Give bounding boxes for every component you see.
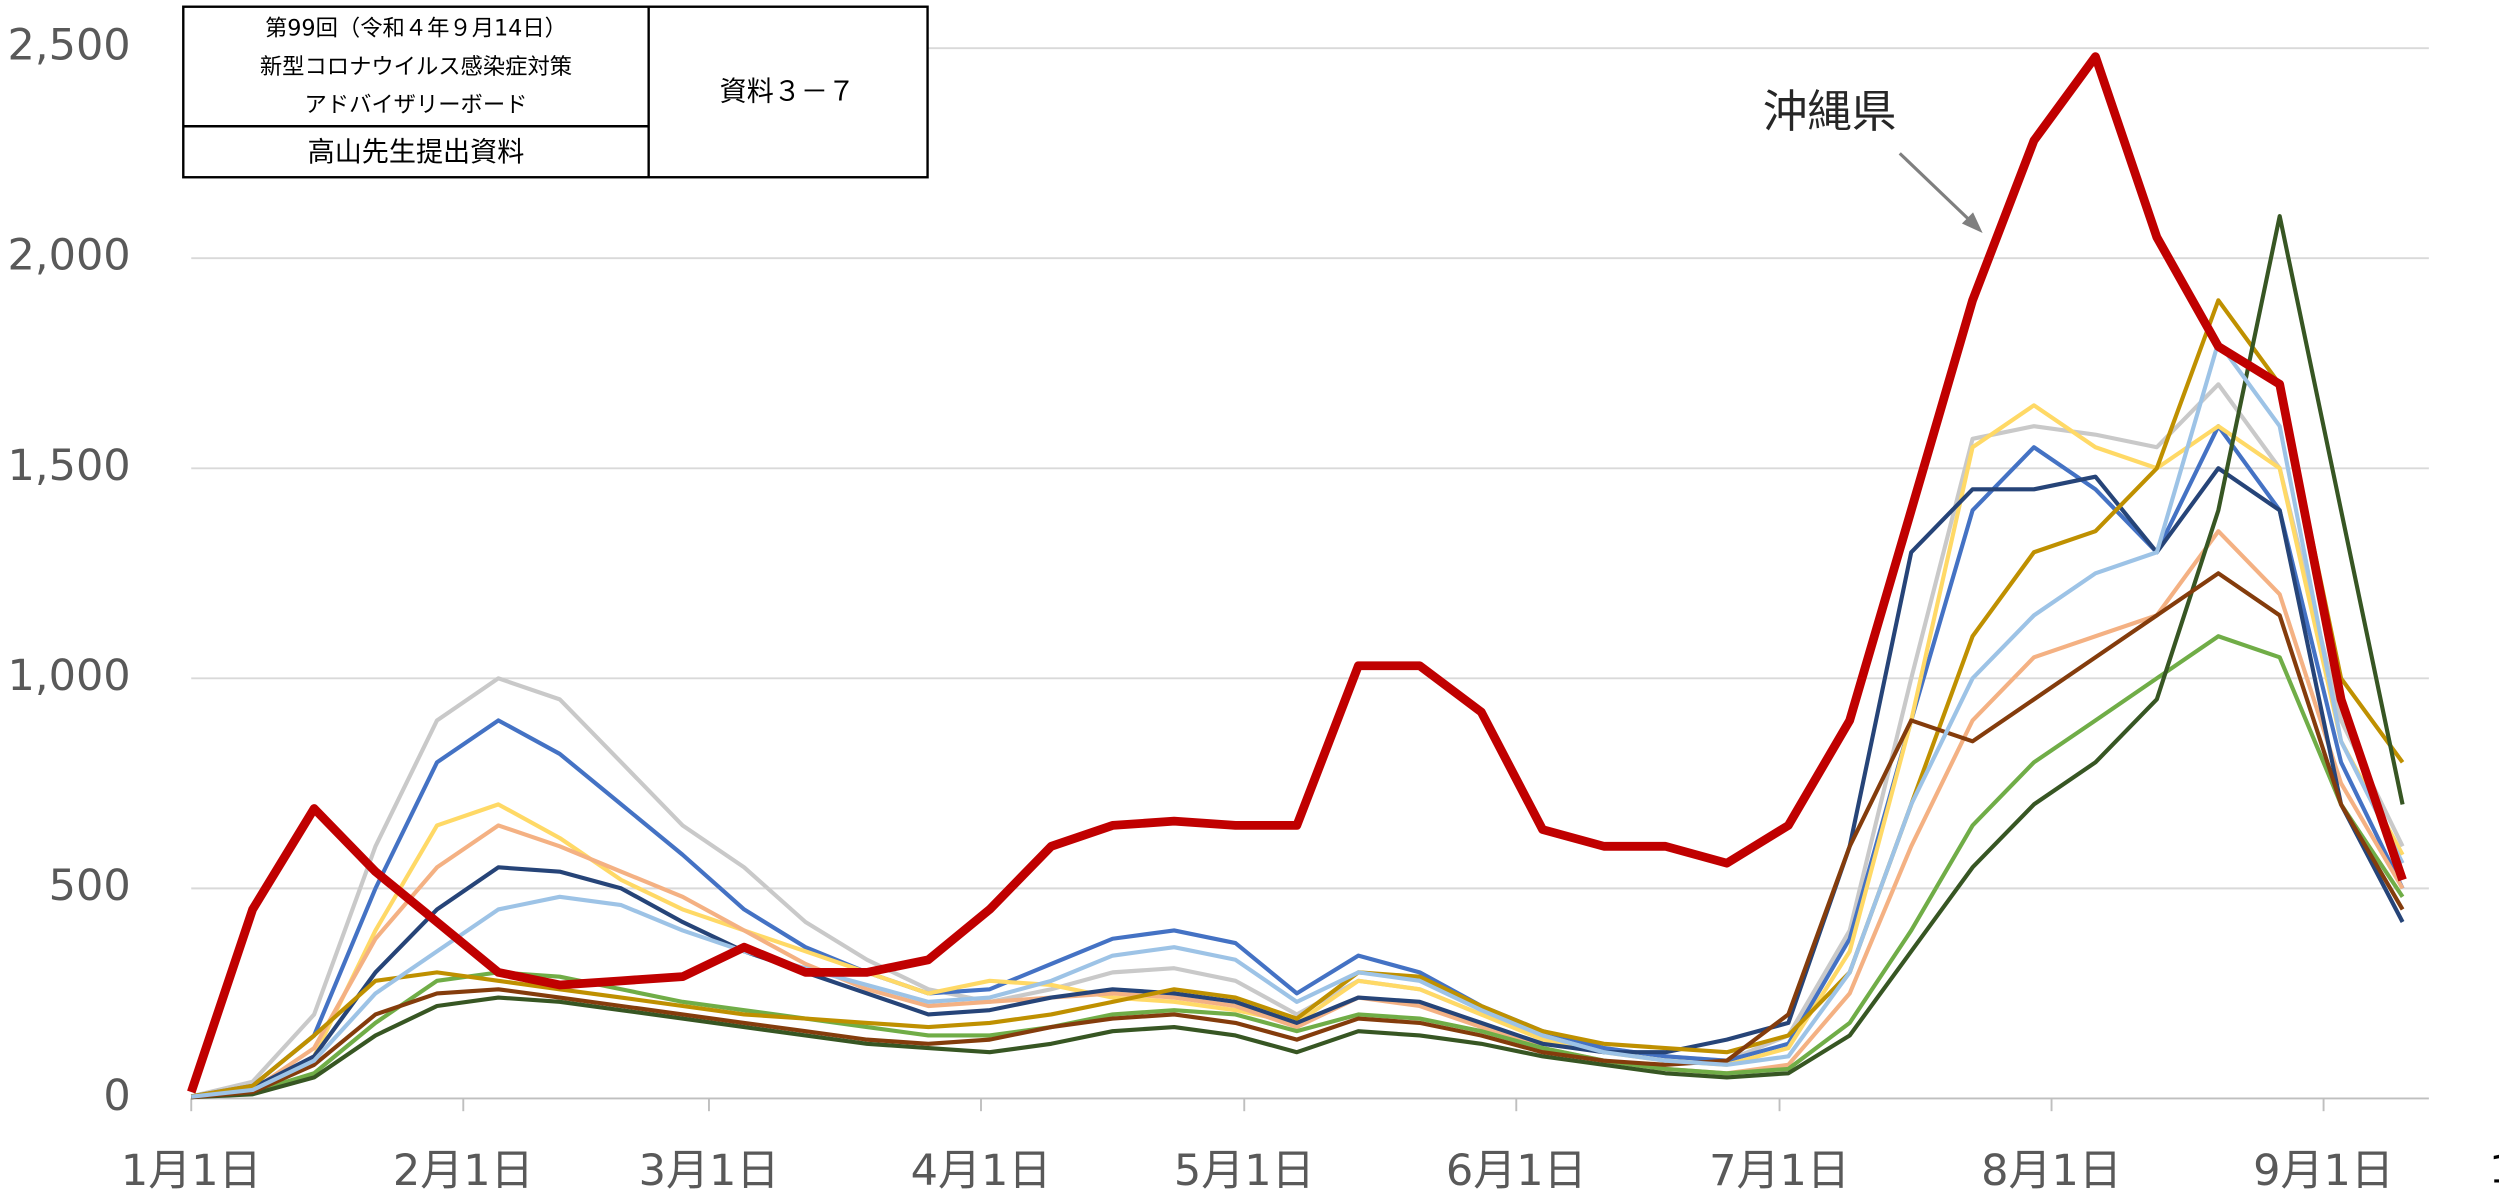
highlight-line — [187, 52, 2407, 1094]
series-line — [190, 466, 2405, 1099]
page-number: 1 — [2489, 1147, 2499, 1192]
series-line — [191, 214, 2405, 1100]
x-tick-label: 2月1日 — [393, 1146, 534, 1196]
annotation: 沖縄県 — [1763, 86, 1897, 138]
series-line — [190, 382, 2405, 1099]
header-board: 新型コロナウイルス感染症対策 — [260, 54, 572, 80]
x-tick-label: 6月1日 — [1446, 1146, 1587, 1196]
header-frame — [182, 5, 929, 179]
x-tick-label: 3月1日 — [639, 1146, 780, 1196]
header-doc-id: 資料３－７ — [720, 76, 855, 107]
y-tick-label: 500 — [49, 861, 131, 911]
header-author: 高山先生提出資料 — [308, 137, 525, 168]
y-tick-label: 0 — [103, 1071, 130, 1121]
series-line — [191, 529, 2405, 1099]
y-tick-label: 2,000 — [8, 231, 131, 281]
y-tick-label: 2,500 — [8, 21, 131, 71]
header-meeting: 第99回（令和４年９月14日） — [265, 16, 567, 42]
x-tick-label: 7月1日 — [1709, 1146, 1850, 1196]
x-tick-label: 5月1日 — [1174, 1146, 1315, 1196]
series-line — [191, 340, 2405, 1099]
series-line — [191, 571, 2405, 1100]
x-tick-label: 4月1日 — [911, 1146, 1052, 1196]
y-tick-label: 1,500 — [8, 441, 131, 491]
plot: 0 500 1,000 1,500 2,000 2,500 1月1日 2月1日 3月1日 4月1日… — [8, 21, 2429, 1196]
x-tick-label: 1月1日 — [121, 1146, 262, 1196]
header-box: 第99回（令和４年９月14日） 新型コロナウイルス感染症対策 アドバイザリーボー… — [182, 5, 929, 179]
annotation-arrow — [1898, 152, 1975, 225]
series-line — [190, 424, 2405, 1099]
x-tick-label: 9月1日 — [2253, 1146, 2394, 1196]
annotation-arrowhead — [1961, 212, 1983, 234]
series-line — [191, 634, 2405, 1100]
y-tick-label: 1,000 — [8, 651, 131, 701]
x-tick-label: 8月1日 — [1981, 1146, 2122, 1196]
header-board: アドバイザリーボード — [304, 92, 527, 118]
